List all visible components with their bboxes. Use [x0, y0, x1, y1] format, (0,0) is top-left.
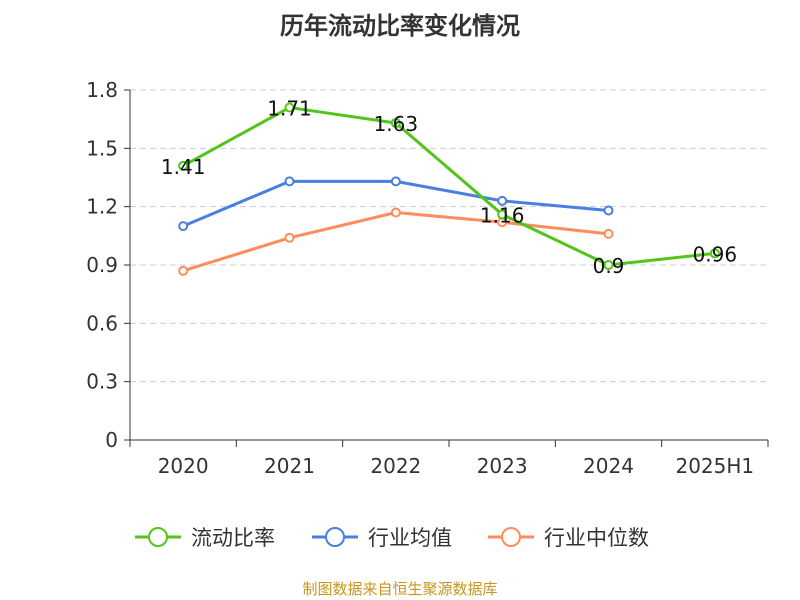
data-label: 0.9	[593, 254, 625, 278]
legend-marker	[148, 527, 168, 547]
y-tick-label: 0.9	[86, 253, 118, 277]
series-line	[182, 105, 715, 267]
data-point	[603, 228, 614, 239]
data-point	[709, 248, 720, 259]
x-tick-label: 2022	[370, 454, 421, 478]
x-tick-label: 2020	[158, 454, 209, 478]
data-point	[284, 102, 295, 113]
x-tick-label: 2025H1	[675, 454, 754, 478]
source-note: 制图数据来自恒生聚源数据库	[302, 580, 498, 598]
series-line	[182, 210, 609, 273]
legend-marker	[325, 527, 345, 547]
x-tick-label: 2021	[264, 454, 315, 478]
data-label: 0.96	[693, 242, 738, 266]
data-point	[603, 205, 614, 216]
y-tick-label: 0.6	[86, 311, 118, 335]
legend-label: 流动比率	[191, 526, 275, 550]
y-tick-label: 1.2	[86, 195, 118, 219]
data-point	[390, 176, 401, 187]
data-label: 1.71	[267, 97, 312, 121]
legend-label: 行业中位数	[544, 526, 649, 550]
data-point	[497, 195, 508, 206]
x-tick-label: 2023	[477, 454, 528, 478]
data-label: 1.41	[161, 155, 206, 179]
data-point	[178, 265, 189, 276]
data-point	[497, 209, 508, 220]
data-point	[284, 232, 295, 243]
data-label: 1.63	[374, 112, 419, 136]
legend-label: 行业均值	[368, 526, 452, 550]
x-tick-label: 2024	[583, 454, 634, 478]
y-tick-label: 1.8	[86, 78, 118, 102]
data-point	[178, 221, 189, 232]
data-point	[603, 260, 614, 270]
y-tick-label: 0.3	[86, 370, 118, 394]
chart-title: 历年流动比率变化情况	[280, 12, 520, 40]
data-point	[284, 176, 295, 187]
y-tick-label: 0	[105, 428, 118, 452]
data-point	[390, 207, 401, 218]
y-tick-label: 1.5	[86, 136, 118, 160]
legend-marker	[501, 527, 521, 547]
series-line	[182, 179, 609, 228]
data-point	[178, 160, 189, 171]
data-label: 1.16	[480, 203, 525, 227]
data-point	[390, 118, 401, 129]
